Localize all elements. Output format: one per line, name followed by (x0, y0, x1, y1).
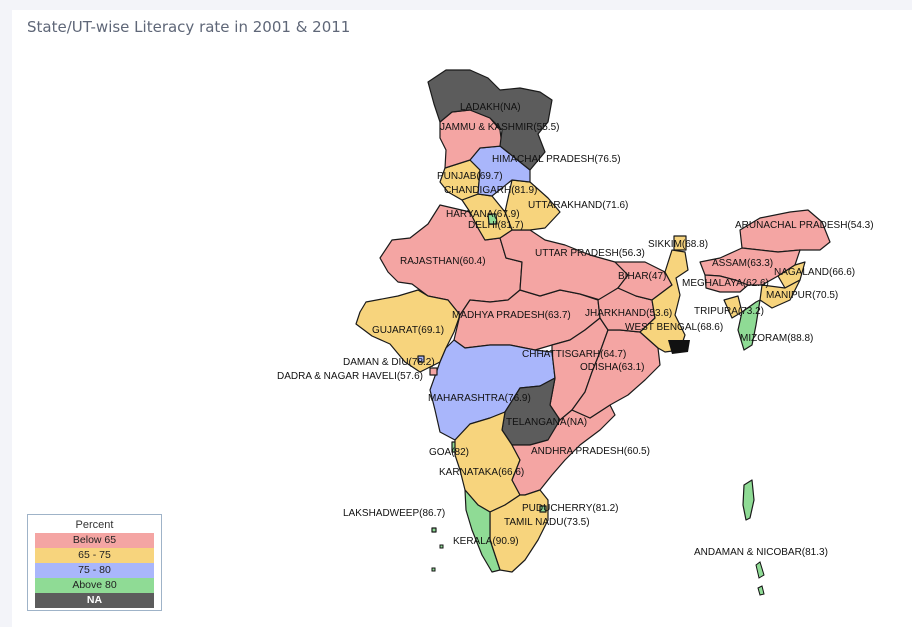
region-daman-diu[interactable] (417, 355, 425, 363)
label-jharkhand: JHARKHAND(53.6) (585, 308, 672, 319)
label-lakshadweep: LAKSHADWEEP(86.7) (343, 508, 445, 519)
region-ladakh[interactable] (427, 69, 553, 171)
coastline-details (431, 340, 765, 596)
label-rajasthan: RAJASTHAN(60.4) (400, 256, 486, 267)
label-chhattisgarh: CHHATTISGARH(64.7) (522, 349, 626, 360)
label-dadra-nagar-haveli: DADRA & NAGAR HAVELI(57.6) (277, 371, 423, 382)
label-maharashtra: MAHARASHTRA(76.9) (428, 393, 531, 404)
label-jammu-kashmir: JAMMU & KASHMIR(55.5) (440, 122, 559, 133)
label-sikkim: SIKKIM(68.8) (648, 239, 708, 250)
label-gujarat: GUJARAT(69.1) (372, 325, 444, 336)
region-arunachal-pradesh[interactable] (739, 209, 831, 253)
label-uttar-pradesh: UTTAR PRADESH(56.3) (535, 248, 645, 259)
legend-item-na[interactable]: NA (35, 593, 154, 608)
label-nagaland: NAGALAND(66.6) (774, 267, 855, 278)
lakshadweep-islands (431, 544, 444, 572)
label-odisha: ODISHA(63.1) (580, 362, 644, 373)
label-bihar: BIHAR(47) (618, 271, 666, 282)
region-andhra-pradesh[interactable] (511, 404, 616, 496)
region-puducherry[interactable] (539, 505, 547, 513)
map-legend: Percent Below 65 65 - 75 75 - 80 Above 8… (27, 514, 162, 611)
label-madhya-pradesh: MADHYA PRADESH(63.7) (452, 310, 571, 321)
legend-item-75-80[interactable]: 75 - 80 (35, 563, 154, 578)
region-dadra-nagar-haveli[interactable] (429, 367, 438, 376)
region-mizoram[interactable] (737, 299, 761, 351)
nicobar-islands (755, 561, 765, 596)
label-himachal-pradesh: HIMACHAL PRADESH(76.5) (492, 154, 621, 165)
region-sikkim[interactable] (673, 235, 687, 251)
legend-item-65-75[interactable]: 65 - 75 (35, 548, 154, 563)
legend-title: Percent (75, 519, 114, 531)
sundarbans-delta (668, 340, 690, 354)
label-andhra-pradesh: ANDHRA PRADESH(60.5) (531, 446, 650, 457)
label-assam: ASSAM(63.3) (712, 258, 773, 269)
label-chandigarh: CHANDIGARH(81.9) (444, 185, 537, 196)
map-title: State/UT-wise Literacy rate in 2001 & 20… (27, 18, 351, 36)
legend-item-above-80[interactable]: Above 80 (35, 578, 154, 593)
label-telangana: TELANGANA(NA) (506, 417, 587, 428)
label-punjab: PUNJAB(69.7) (437, 171, 503, 182)
label-haryana: HARYANA(67.9) (446, 209, 520, 220)
label-mizoram: MIZORAM(88.8) (740, 333, 813, 344)
label-tripura: TRIPURA(73.2) (694, 306, 764, 317)
label-puducherry: PUDUCHERRY(81.2) (522, 503, 619, 514)
label-manipur: MANIPUR(70.5) (766, 290, 838, 301)
legend-item-below-65[interactable]: Below 65 (35, 533, 154, 548)
label-arunachal-pradesh: ARUNACHAL PRADESH(54.3) (735, 220, 874, 231)
region-meghalaya[interactable] (704, 274, 749, 293)
label-karnataka: KARNATAKA(66.6) (439, 467, 524, 478)
label-meghalaya: MEGHALAYA(62.6) (682, 278, 769, 289)
label-andaman-nicobar: ANDAMAN & NICOBAR(81.3) (694, 547, 828, 558)
label-daman-diu: DAMAN & DIU(78.2) (343, 357, 435, 368)
label-kerala: KERALA(90.9) (453, 536, 519, 547)
region-nagaland[interactable] (777, 261, 806, 289)
region-delhi[interactable] (487, 213, 498, 225)
label-west-bengal: WEST BENGAL(68.6) (625, 322, 723, 333)
region-andaman-nicobar[interactable] (742, 479, 755, 521)
state-labels: LADAKH(NA) JAMMU & KASHMIR(55.5) HIMACHA… (277, 102, 874, 558)
label-goa: GOA(82) (429, 447, 469, 458)
label-uttarakhand: UTTARAKHAND(71.6) (528, 200, 628, 211)
region-lakshadweep[interactable] (431, 527, 437, 533)
region-kerala[interactable] (464, 489, 501, 573)
label-tamil-nadu: TAMIL NADU(73.5) (504, 517, 590, 528)
label-delhi: DELHI(81.7) (468, 220, 524, 231)
label-ladakh: LADAKH(NA) (460, 102, 521, 113)
